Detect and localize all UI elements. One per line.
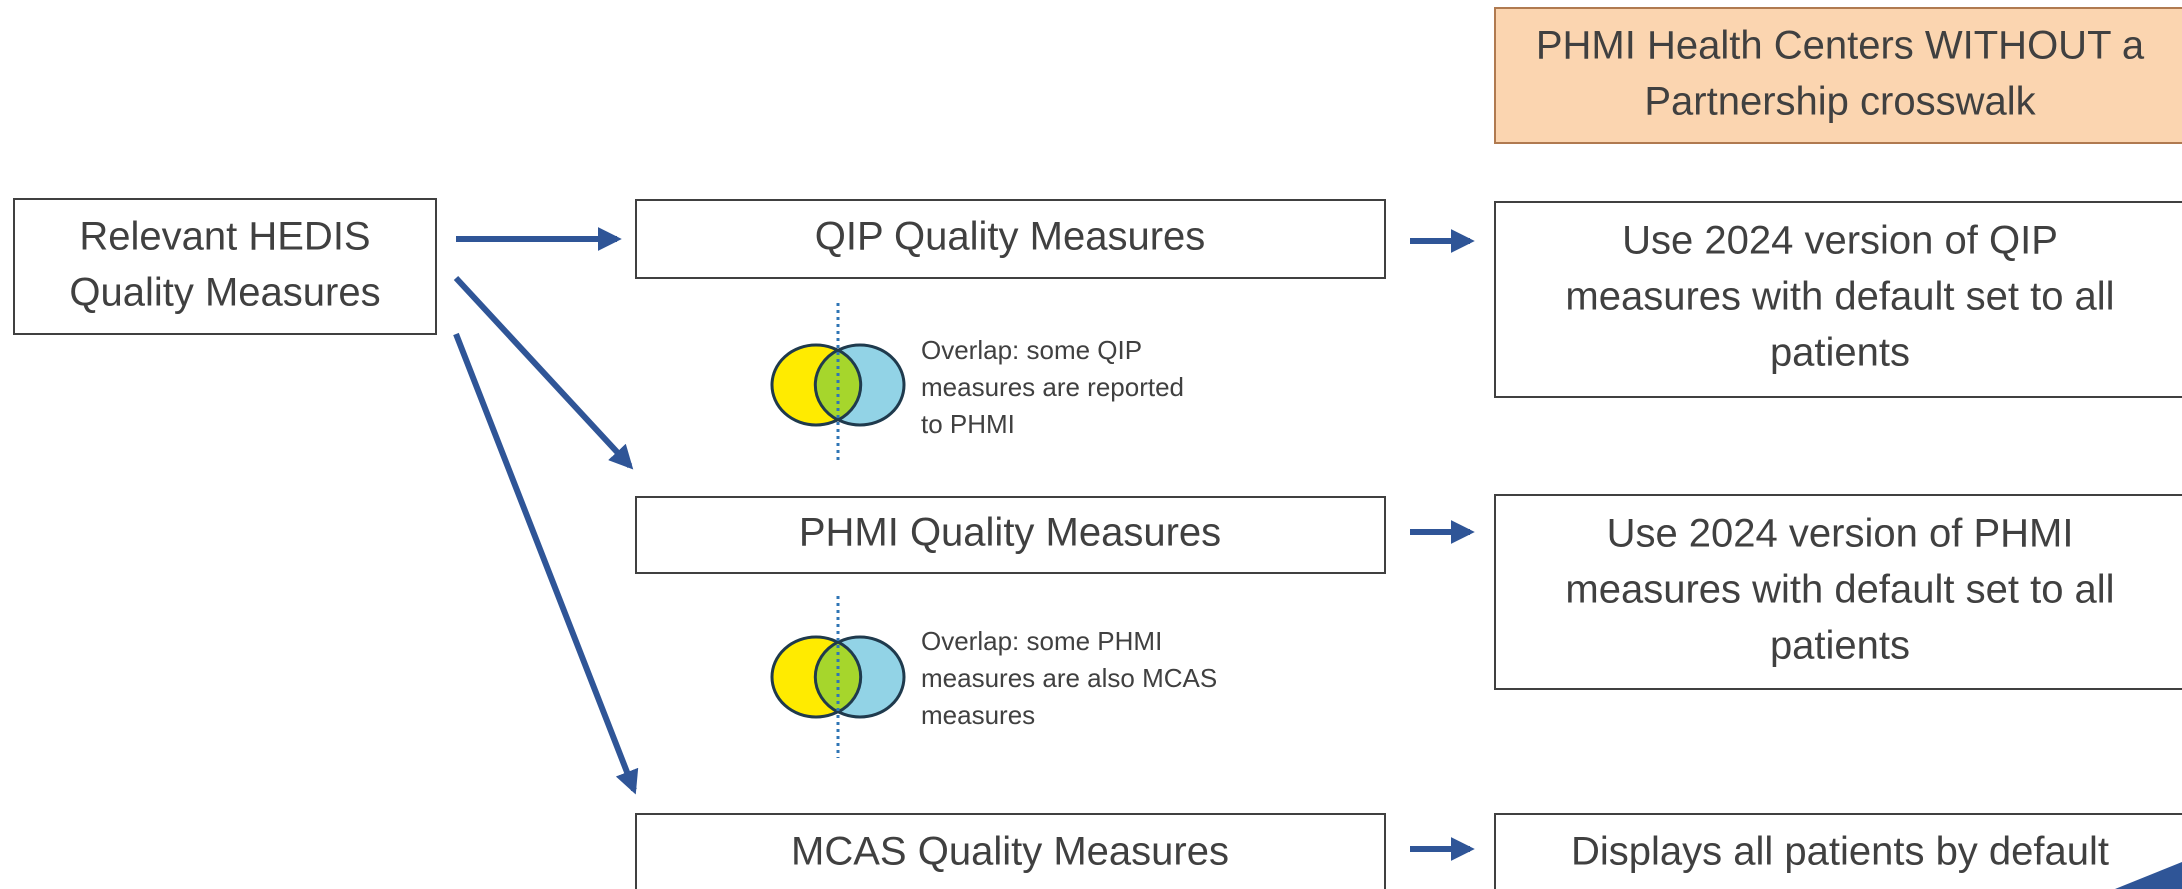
measure-label: PHMI Quality Measures xyxy=(799,511,1221,555)
outcome-label: patients xyxy=(1770,331,1910,375)
outcome-box xyxy=(1494,201,2182,398)
overlap-note: measures are also MCAS xyxy=(921,663,1217,693)
measure-label: QIP Quality Measures xyxy=(815,215,1206,259)
arrow xyxy=(453,332,639,795)
outcome-box xyxy=(1494,494,2182,690)
venn-overlap xyxy=(813,348,863,422)
outcome-label: measures with default set to all xyxy=(1565,275,2114,319)
overlap-note: Overlap: some QIP xyxy=(921,335,1142,365)
arrows xyxy=(453,227,1475,861)
venn xyxy=(770,303,906,463)
arrow xyxy=(453,275,634,470)
source-box xyxy=(13,198,437,335)
outcome-label: Displays all patients by default xyxy=(1571,830,2109,874)
venn xyxy=(770,596,906,758)
source-label: Relevant HEDIS xyxy=(79,215,370,259)
overlap-note: measures are reported xyxy=(921,372,1184,402)
header-box xyxy=(1494,7,2182,144)
corner-arrow xyxy=(2115,862,2182,889)
overlap-note: to PHMI xyxy=(921,409,1015,439)
header-title: Partnership crosswalk xyxy=(1644,80,2036,124)
header-title: PHMI Health Centers WITHOUT a xyxy=(1536,24,2145,68)
measure-label: MCAS Quality Measures xyxy=(791,830,1229,874)
outcome-label: Use 2024 version of PHMI xyxy=(1607,512,2074,556)
venn-overlap xyxy=(813,640,863,714)
overlap-note: Overlap: some PHMI xyxy=(921,626,1162,656)
measure-box xyxy=(635,199,1386,279)
measure-box xyxy=(635,813,1386,889)
outcome-label: Use 2024 version of QIP xyxy=(1622,219,2058,263)
outcome-label: patients xyxy=(1770,624,1910,668)
measure-box xyxy=(635,496,1386,574)
overlap-note: measures xyxy=(921,700,1035,730)
outcome-box xyxy=(1494,813,2182,889)
outcome-label: measures with default set to all xyxy=(1565,568,2114,612)
source-label: Quality Measures xyxy=(69,271,380,315)
